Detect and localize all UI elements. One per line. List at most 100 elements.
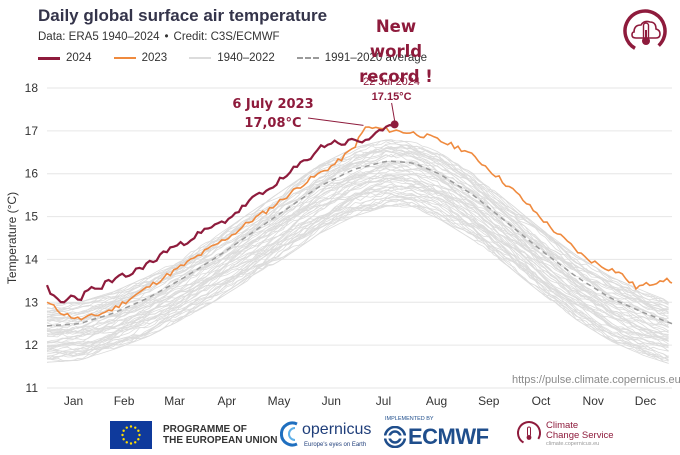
- y-tick-label: 14: [25, 252, 39, 266]
- eu-star-icon: [121, 433, 124, 437]
- record-callout: New world record !: [348, 14, 444, 89]
- eu-star-icon: [129, 442, 133, 445]
- historical-year-line: [46, 189, 669, 348]
- subtitle-data: Data: ERA5 1940–2024: [38, 31, 160, 43]
- x-tick-label: Feb: [114, 394, 135, 408]
- x-tick-label: Sep: [478, 394, 500, 408]
- eu-text-line-2: THE EUROPEAN UNION: [163, 435, 278, 446]
- copernicus-c-icon: [280, 421, 298, 447]
- historical-year-line: [46, 153, 669, 330]
- subtitle-separator: •: [164, 31, 169, 43]
- series-1940-2022: [46, 139, 669, 364]
- legend-label-2024: 2024: [66, 52, 92, 64]
- annotation-2024-date: 22 Jul 2024: [363, 76, 420, 88]
- eu-star-icon: [122, 438, 125, 441]
- record-line-1: New world: [369, 17, 423, 61]
- eu-star-icon: [134, 426, 137, 429]
- annotation-2024-leader: [391, 102, 396, 121]
- legend-swatch-1940-2022: [189, 57, 212, 59]
- x-tick-label: Nov: [583, 394, 604, 408]
- legend-label-1940-2022: 1940–2022: [217, 52, 275, 64]
- c3s-thermometer-logo: [623, 9, 667, 53]
- y-tick-label: 11: [26, 381, 39, 395]
- x-tick-label: Apr: [217, 394, 236, 408]
- ecmwf-waves-icon: [384, 426, 406, 448]
- x-tick-label: Aug: [426, 394, 447, 408]
- annotation-2024-marker: [390, 120, 399, 129]
- record-line-2: record !: [359, 67, 433, 86]
- chart-grid: [47, 87, 672, 389]
- historical-year-line: [46, 168, 669, 334]
- legend-swatch-average: [296, 57, 319, 59]
- historical-year-line: [46, 183, 669, 350]
- eu-star-icon: [138, 433, 141, 437]
- legend-item-2023: 2023: [113, 52, 168, 64]
- eu-star-icon: [134, 441, 137, 444]
- legend-label-2023: 2023: [141, 52, 168, 64]
- x-tick-label: Jul: [376, 394, 391, 408]
- eu-star-icon: [137, 429, 140, 432]
- source-url: https://pulse.climate.copernicus.eu: [512, 374, 680, 386]
- eu-text-line-1: PROGRAMME OF: [163, 424, 247, 435]
- eu-star-icon: [122, 429, 125, 432]
- legend-label-average: 1991–2020 average: [324, 52, 428, 64]
- copernicus-wordmark: opernicus: [302, 421, 372, 438]
- y-tick-label: 12: [25, 338, 39, 352]
- c3s-line-2: Change Service: [546, 430, 614, 441]
- subtitle-credit: Credit: C3S/ECMWF: [173, 31, 280, 43]
- ecmwf-wordmark: ECMWF: [408, 424, 489, 449]
- annotation-2024-value: 17.15°C: [372, 91, 412, 103]
- annotation-2023-leader: [307, 117, 364, 126]
- historical-year-line: [46, 201, 669, 364]
- x-axis-ticks: Jan Feb Mar Apr May Jun Jul Aug Sep Oct Nov Dec: [64, 394, 656, 408]
- c3s-logo-icon: [517, 421, 541, 445]
- historical-year-line: [46, 141, 669, 305]
- c3s-wordmark: Climate Change Service climate.copernicu…: [546, 421, 614, 448]
- historical-year-line: [46, 177, 669, 344]
- historical-year-line: [46, 197, 669, 359]
- chart-title: Daily global surface air temperature: [38, 6, 328, 25]
- footer-logos: PROGRAMME OF THE EUROPEAN UNION opernicu…: [0, 412, 680, 455]
- x-tick-label: May: [268, 394, 291, 408]
- x-tick-label: Jun: [322, 394, 341, 408]
- x-tick-label: Oct: [532, 394, 551, 408]
- chart-annotations: 22 Jul 2024 17.15°C 6 July 2023 17,08°C: [232, 76, 420, 131]
- eu-star-icon: [125, 426, 128, 429]
- historical-year-line: [46, 189, 669, 357]
- eu-flag-icon: [110, 421, 152, 449]
- series-average-line: [46, 160, 673, 327]
- historical-year-line: [46, 144, 669, 314]
- c3s-line-3: climate.copernicus.eu: [546, 441, 600, 447]
- x-tick-label: Jan: [64, 394, 83, 408]
- y-tick-label: 13: [25, 295, 39, 309]
- annotation-2023-value: 17,08°C: [244, 116, 301, 131]
- annotation-2023-date: 6 July 2023: [232, 97, 313, 112]
- eu-star-icon: [137, 438, 140, 441]
- legend-swatch-2024: [38, 56, 60, 60]
- c3s-line-1: Climate: [546, 420, 579, 431]
- copernicus-tagline: Europe's eyes on Earth: [304, 442, 367, 448]
- y-tick-label: 18: [25, 81, 39, 95]
- historical-year-line: [46, 174, 669, 339]
- ecmwf-implemented-by: IMPLEMENTED BY: [385, 416, 434, 422]
- historical-year-line: [46, 146, 669, 313]
- temperature-chart: 11 12 13 14 15 16 17 18 Jan Feb Mar Apr May Jun Jul Au…: [5, 76, 673, 408]
- historical-year-line: [46, 143, 669, 310]
- legend-item-average: 1991–2020 average: [296, 52, 428, 64]
- y-tick-label: 17: [25, 124, 39, 138]
- historical-year-line: [46, 139, 669, 305]
- legend-swatch-2023: [113, 57, 136, 59]
- eu-star-icon: [129, 425, 133, 428]
- series-2023-line: [46, 126, 673, 321]
- historical-year-line: [46, 186, 669, 347]
- legend-item-1940-2022: 1940–2022: [189, 52, 275, 64]
- x-tick-label: Dec: [635, 394, 656, 408]
- chart-subtitle: Data: ERA5 1940–2024 • Credit: C3S/ECMWF: [38, 31, 280, 43]
- y-axis-label: Temperature (°C): [5, 192, 19, 284]
- historical-year-line: [46, 173, 669, 338]
- y-tick-label: 16: [25, 167, 39, 181]
- chart-legend: 2024 2023 1940–2022 1991–2020 average: [38, 52, 449, 64]
- y-axis-ticks: 11 12 13 14 15 16 17 18: [25, 81, 39, 395]
- legend-item-2024: 2024: [38, 52, 92, 64]
- eu-programme-text: PROGRAMME OF THE EUROPEAN UNION: [163, 424, 277, 446]
